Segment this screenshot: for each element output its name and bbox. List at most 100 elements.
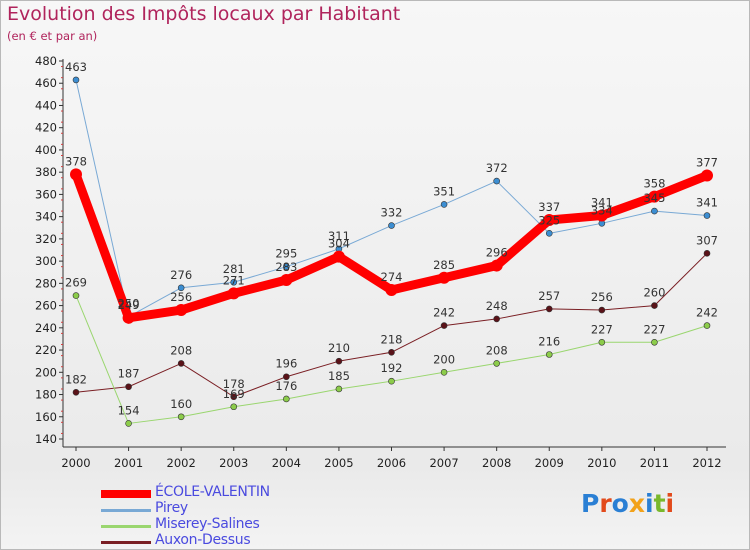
data-point: [230, 278, 238, 286]
legend-label: Miserey-Salines: [155, 516, 260, 532]
data-label: 200: [433, 352, 455, 366]
data-label: 218: [381, 332, 403, 346]
data-label: 178: [223, 377, 245, 391]
legend-label: ÉCOLE-VALENTIN: [155, 484, 270, 500]
data-label: 187: [118, 367, 140, 381]
data-label: 351: [433, 184, 455, 198]
y-tick-label: 200: [35, 365, 57, 379]
legend-swatch: [101, 490, 151, 498]
y-tick-label: 240: [35, 321, 57, 335]
data-label: 274: [381, 270, 403, 284]
data-label: 248: [486, 299, 508, 313]
data-point: [493, 177, 500, 185]
legend-swatch: [101, 524, 151, 528]
y-tick-label: 460: [35, 76, 57, 90]
data-point: [490, 259, 503, 272]
y-tick-label: 340: [35, 210, 57, 224]
data-point: [70, 168, 82, 181]
data-point: [280, 274, 293, 287]
data-point: [125, 420, 132, 427]
y-tick-label: 280: [35, 276, 57, 290]
logo-letter: i: [645, 489, 654, 518]
data-label: 276: [170, 268, 192, 282]
data-point: [438, 271, 451, 284]
data-label: 210: [328, 341, 350, 355]
x-tick-label: 2011: [640, 456, 669, 470]
data-point: [651, 302, 658, 309]
data-point: [335, 385, 343, 393]
data-point: [388, 348, 395, 356]
data-point: [177, 284, 185, 292]
data-point: [230, 403, 238, 411]
data-point: [283, 395, 290, 403]
data-point: [125, 383, 132, 391]
y-tick-label: 220: [35, 343, 57, 357]
data-point: [648, 190, 661, 203]
data-label: 325: [538, 213, 560, 227]
y-tick-label: 480: [35, 54, 57, 68]
x-tick-label: 2012: [692, 456, 721, 470]
data-label: 227: [591, 322, 613, 336]
data-point: [545, 305, 553, 313]
data-label: 304: [328, 237, 350, 251]
y-tick-label: 400: [35, 143, 57, 157]
data-point: [703, 212, 711, 219]
x-tick-label: 2009: [535, 456, 564, 470]
data-label: 337: [538, 200, 560, 214]
data-point: [493, 360, 500, 367]
data-point: [175, 304, 188, 317]
data-point: [651, 338, 658, 346]
data-label: 463: [65, 60, 87, 74]
logo-letter: i: [665, 489, 675, 518]
x-tick-label: 2004: [272, 456, 301, 470]
data-label: 311: [328, 229, 350, 243]
data-point: [440, 322, 448, 329]
data-label: 372: [486, 161, 508, 175]
data-label: 341: [696, 196, 718, 210]
data-label: 176: [275, 379, 297, 393]
x-tick-label: 2000: [61, 456, 90, 470]
data-label: 295: [275, 247, 297, 261]
data-point: [703, 322, 711, 329]
data-point: [230, 393, 238, 401]
legend-swatch: [101, 540, 151, 544]
proxiti-logo: Proxiti: [581, 489, 674, 518]
data-label: 160: [170, 397, 192, 411]
data-point: [388, 222, 395, 229]
data-point: [595, 209, 608, 222]
data-point: [388, 377, 395, 385]
data-label: 196: [275, 357, 297, 371]
x-tick-label: 2001: [114, 456, 143, 470]
data-label: 341: [591, 196, 613, 210]
data-point: [493, 315, 500, 323]
data-point: [335, 357, 343, 365]
y-tick-label: 320: [35, 232, 57, 246]
data-point: [543, 213, 556, 226]
data-point: [440, 368, 448, 376]
data-point: [385, 284, 398, 297]
data-label: 250: [118, 297, 140, 311]
data-label: 271: [223, 273, 245, 287]
data-label: 208: [170, 343, 192, 357]
x-tick-label: 2007: [429, 456, 458, 470]
y-tick-label: 140: [35, 432, 57, 446]
data-label: 242: [696, 306, 718, 320]
data-point: [72, 389, 80, 396]
y-tick-label: 360: [35, 187, 57, 201]
data-label: 208: [486, 343, 508, 357]
data-point: [598, 338, 606, 346]
data-label: 377: [696, 156, 718, 170]
data-label: 185: [328, 369, 350, 383]
data-label: 216: [538, 335, 560, 349]
y-tick-label: 380: [35, 165, 57, 179]
legend-label: Pirey: [155, 500, 188, 516]
data-label: 296: [486, 246, 508, 260]
data-label: 257: [538, 289, 560, 303]
logo-letter: o: [611, 489, 629, 518]
data-label: 256: [170, 290, 192, 304]
data-label: 345: [643, 191, 665, 205]
x-tick-label: 2002: [167, 456, 196, 470]
logo-letter: x: [628, 489, 645, 518]
